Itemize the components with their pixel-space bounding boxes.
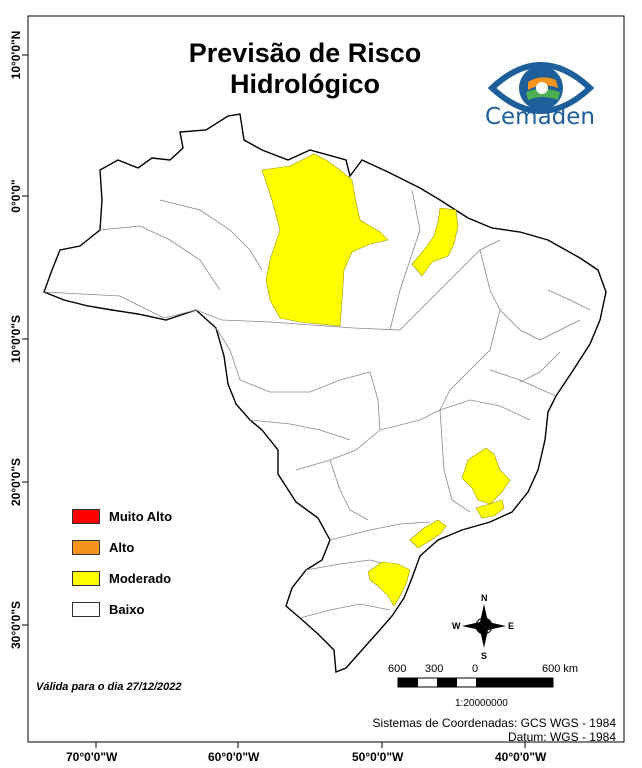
title-line-1: Previsão de Risco xyxy=(188,38,422,68)
legend-swatch xyxy=(72,601,100,617)
lat-tick-label: 20°0'0"S xyxy=(9,457,23,507)
area-para-north xyxy=(261,153,389,327)
area-tocantins xyxy=(411,207,459,277)
cemaden-logo-icon xyxy=(487,62,595,114)
crs-line-1: Sistemas de Coordenadas: GCS WGS - 1984 xyxy=(372,716,616,730)
scale-label: 600 xyxy=(388,663,407,675)
legend-label: Moderado xyxy=(109,570,172,586)
legend-label: Alto xyxy=(109,539,135,555)
scale-label: 0 xyxy=(472,663,479,675)
brazil-outline xyxy=(43,113,607,673)
title-line-2: Hidrológico xyxy=(230,69,380,99)
crs-line-2: Datum: WGS - 1984 xyxy=(507,730,616,744)
lon-tick-label: 40°0'0"W xyxy=(495,750,547,764)
legend-swatch xyxy=(72,508,100,524)
validity-date: Válida para o dia 27/12/2022 xyxy=(36,681,182,693)
graticule-ticks xyxy=(22,54,526,748)
legend: Muito Alto Alto Moderado Baixo xyxy=(72,508,172,632)
lat-tick-label: 30°0'0"S xyxy=(9,600,23,650)
compass-n: N xyxy=(481,593,488,603)
scale-label: 600 km xyxy=(542,663,579,675)
lat-tick-label: 10°0'0"S xyxy=(9,314,23,364)
compass-w: W xyxy=(452,621,461,631)
legend-item-alto: Alto xyxy=(72,539,172,555)
legend-label: Muito Alto xyxy=(109,508,173,524)
area-santa-catarina xyxy=(367,561,411,607)
area-sao-paulo xyxy=(409,519,447,549)
logo-text: Cemaden xyxy=(484,104,596,130)
compass-s: S xyxy=(481,651,488,661)
compass-e: E xyxy=(508,621,515,631)
area-rio xyxy=(475,499,505,519)
state-borders xyxy=(43,189,591,619)
lon-tick-label: 60°0'0"W xyxy=(208,750,260,764)
legend-label: Baixo xyxy=(109,601,145,617)
brazil-map xyxy=(43,113,607,673)
area-minas xyxy=(461,447,511,505)
legend-swatch xyxy=(72,570,100,586)
scale-label: 300 xyxy=(425,663,444,675)
compass-rose xyxy=(462,604,506,648)
lon-tick-label: 70°0'0"W xyxy=(66,750,118,764)
coordinate-system: Sistemas de Coordenadas: GCS WGS - 1984 … xyxy=(360,716,616,744)
lat-tick-label: 0°0'0" xyxy=(9,179,23,213)
legend-swatch xyxy=(72,539,100,555)
scale-ratio: 1:20000000 xyxy=(455,698,508,709)
lon-tick-label: 50°0'0"W xyxy=(352,750,404,764)
map-title: Previsão de Risco Hidrológico xyxy=(150,38,460,100)
legend-item-moderado: Moderado xyxy=(72,570,172,586)
legend-item-muito-alto: Muito Alto xyxy=(72,508,172,524)
legend-item-baixo: Baixo xyxy=(72,601,172,617)
moderate-risk-areas xyxy=(261,153,511,607)
scale-bar xyxy=(397,677,554,688)
lat-tick-label: 10°0'0"N xyxy=(9,30,23,80)
